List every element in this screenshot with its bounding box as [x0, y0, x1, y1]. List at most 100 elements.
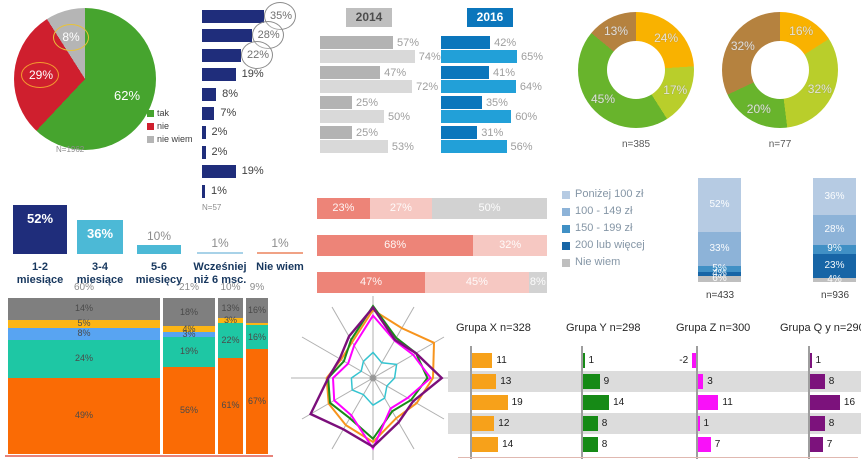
stack-segment — [473, 235, 547, 256]
pie-chart: 62% 29% 8% tak nie nie wiem N=1962 — [6, 2, 193, 158]
bar — [582, 374, 600, 389]
group-title: Grupa X n=328 — [456, 322, 531, 334]
marimekko-chart: 60% 14% 5% 8% 24% 49% 21% 18% 4% 3% 19% 56% 10% 13% 3%… — [5, 282, 277, 462]
compare-2014-2016-chart: 2014 57% 74% 47% 72% 25% 50% 25% 53% 2016 42% 65% 41… — [318, 6, 552, 158]
bar-label: 72% — [416, 81, 439, 93]
stack-label: 47% — [360, 276, 383, 288]
bar-label: 2% — [211, 145, 228, 158]
bar — [320, 126, 352, 139]
bar-value: 11 — [722, 397, 733, 408]
bar — [471, 353, 493, 368]
bar-label: 35% — [485, 97, 508, 109]
bar-value: 8 — [601, 418, 608, 429]
bar-value: 14 — [613, 397, 625, 408]
bar-label: 74% — [418, 51, 441, 63]
donut-hole — [607, 41, 665, 99]
bar-label: 64% — [519, 81, 542, 93]
mosaic-label: 49% — [74, 410, 93, 421]
bar — [697, 374, 704, 389]
mosaic-label: 13% — [221, 302, 240, 313]
stack-segment — [813, 244, 856, 254]
n-label: N=57 — [202, 203, 222, 212]
n-label: n=385 — [621, 139, 651, 150]
bar-label: 19% — [241, 68, 264, 81]
mosaic-label: 24% — [74, 353, 93, 364]
mosaic-segment — [8, 377, 160, 454]
category-label: Wcześniej niż 6 msc. — [193, 261, 247, 286]
bar-value: 1 — [815, 355, 822, 366]
bar-label: 53% — [391, 141, 414, 153]
row-band — [448, 371, 861, 392]
radar-series-cyan — [350, 351, 398, 407]
bar — [441, 50, 518, 63]
radar-series-orange — [325, 308, 436, 444]
column — [77, 219, 123, 254]
mosaic-label: 67% — [247, 396, 266, 407]
year-chip: 2014 — [346, 8, 392, 27]
bar-value: 8 — [828, 376, 835, 387]
n-label: N=1962 — [56, 145, 85, 154]
mosaic-label: 4% — [182, 323, 196, 334]
mosaic-segment — [246, 349, 268, 454]
bar — [692, 353, 696, 368]
bar — [697, 416, 700, 431]
stack-label: 32% — [499, 239, 522, 251]
bar — [809, 395, 840, 410]
bar — [582, 437, 598, 452]
mosaic-segment — [218, 357, 243, 454]
mosaic-label: 56% — [179, 404, 198, 415]
category-label: 1-2 miesiące — [16, 261, 64, 286]
column — [13, 204, 67, 254]
stack-label: 28% — [824, 224, 845, 235]
stack-segment — [432, 198, 547, 219]
stack-segment — [317, 235, 474, 256]
bar — [202, 184, 205, 198]
stack-label: 6% — [712, 272, 727, 284]
bar-label: 25% — [356, 97, 379, 109]
column-label: 36% — [86, 225, 114, 241]
radar-series-magenta — [331, 313, 432, 451]
bar — [320, 110, 384, 123]
bar — [320, 50, 415, 63]
stack-segment — [317, 272, 426, 293]
label-circle-annotation — [21, 62, 59, 88]
mosaic-label: 3% — [223, 315, 237, 326]
stack-label: 9% — [827, 243, 842, 255]
mosaic-label: 16% — [247, 304, 266, 315]
column-label: 10% — [146, 228, 172, 243]
bar-value: -2 — [679, 355, 689, 366]
legend-label: 150 - 199 zł — [575, 222, 633, 234]
navy-bar-chart: 35% 28% 22% 19% 8% 7% 2% 2% 19% 1% N=57 — [196, 2, 314, 214]
bar-label: 2% — [211, 126, 228, 139]
bar-label: 47% — [384, 67, 407, 79]
category-label: Nie wiem — [256, 261, 304, 273]
bar-value: 7 — [826, 439, 833, 450]
stack-segment — [813, 277, 856, 282]
column — [137, 244, 181, 254]
column-width-label: 9% — [249, 282, 265, 293]
pie-slice-label: 62% — [113, 88, 141, 103]
stack-label: 4% — [827, 273, 842, 285]
stack-segment — [698, 275, 741, 282]
bar-label: 57% — [396, 37, 419, 49]
stack-segment — [698, 271, 741, 276]
mosaic-segment — [8, 298, 160, 320]
bar-value: 14 — [502, 439, 514, 450]
bar — [441, 96, 482, 109]
price-stacks-chart: Poniżej 100 zł 100 - 149 zł 150 - 199 zł 20… — [560, 170, 861, 306]
legend-swatch — [562, 259, 570, 267]
bar — [320, 140, 388, 153]
bar-label: 7% — [220, 107, 237, 119]
bar — [320, 36, 393, 49]
stack-label: 8% — [529, 276, 546, 288]
radar-svg — [291, 296, 455, 460]
bar-label: 41% — [492, 67, 515, 79]
mosaic-label: 3% — [182, 329, 196, 340]
bar — [471, 374, 497, 389]
donut-slice-label: 45% — [590, 92, 615, 107]
legend-swatch — [147, 110, 154, 117]
donut-slice-label: 32% — [807, 81, 832, 96]
donut-slice-label: 13% — [604, 23, 629, 38]
bar-label: 25% — [356, 127, 379, 139]
bar-label: 19% — [241, 165, 264, 178]
